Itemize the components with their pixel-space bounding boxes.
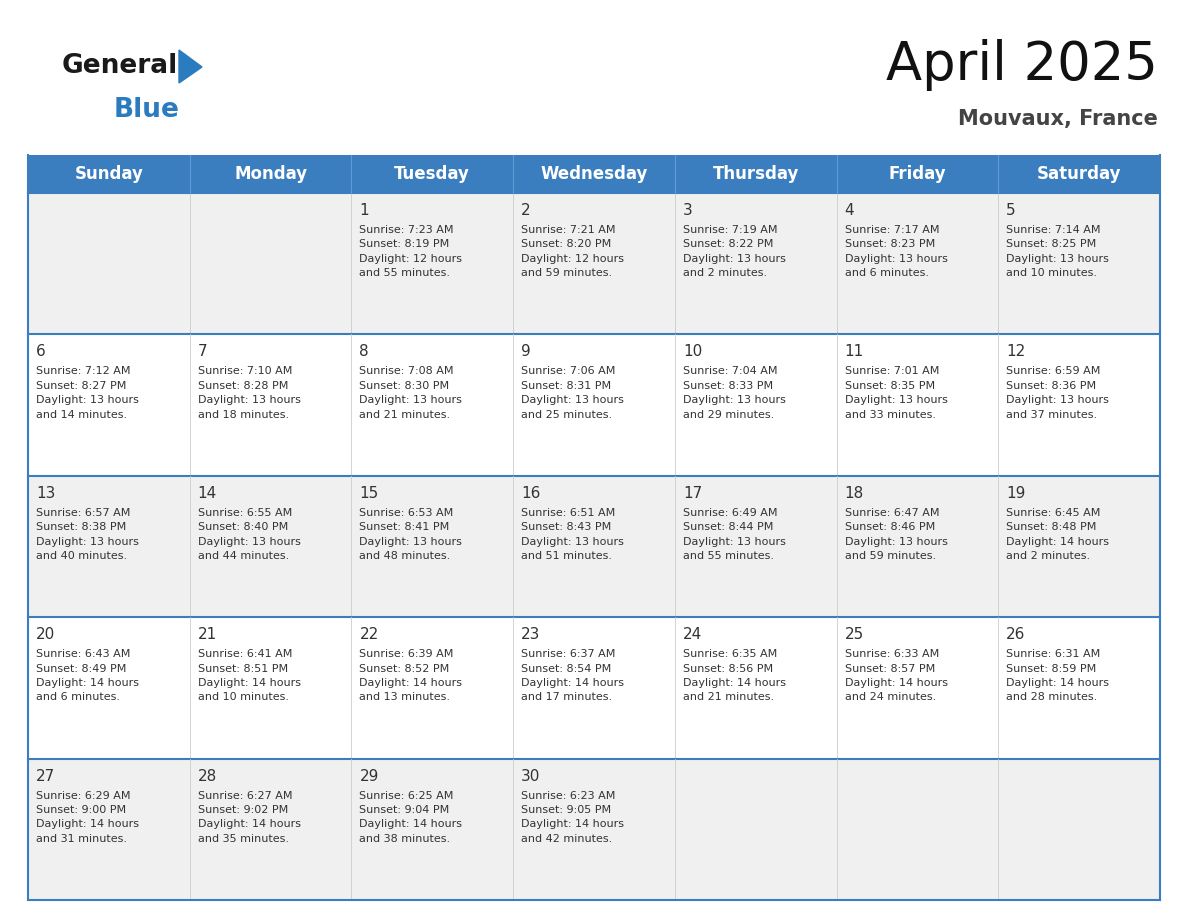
Text: 18: 18 [845,486,864,501]
Text: Sunrise: 6:57 AM
Sunset: 8:38 PM
Daylight: 13 hours
and 40 minutes.: Sunrise: 6:57 AM Sunset: 8:38 PM Dayligh… [36,508,139,561]
Text: 20: 20 [36,627,56,643]
Text: 13: 13 [36,486,56,501]
Text: Sunrise: 6:33 AM
Sunset: 8:57 PM
Daylight: 14 hours
and 24 minutes.: Sunrise: 6:33 AM Sunset: 8:57 PM Dayligh… [845,649,948,702]
Bar [29,617,1159,758]
Bar [513,155,675,193]
Text: 15: 15 [360,486,379,501]
Text: 27: 27 [36,768,56,784]
Bar [29,193,1159,334]
Text: Sunrise: 6:29 AM
Sunset: 9:00 PM
Daylight: 14 hours
and 31 minutes.: Sunrise: 6:29 AM Sunset: 9:00 PM Dayligh… [36,790,139,844]
Text: 11: 11 [845,344,864,360]
Text: 7: 7 [197,344,208,360]
Text: Sunrise: 6:27 AM
Sunset: 9:02 PM
Daylight: 14 hours
and 35 minutes.: Sunrise: 6:27 AM Sunset: 9:02 PM Dayligh… [197,790,301,844]
Text: Sunrise: 6:35 AM
Sunset: 8:56 PM
Daylight: 14 hours
and 21 minutes.: Sunrise: 6:35 AM Sunset: 8:56 PM Dayligh… [683,649,785,702]
Text: 8: 8 [360,344,369,360]
Text: 14: 14 [197,486,217,501]
Bar [29,334,1159,476]
Text: Sunrise: 7:23 AM
Sunset: 8:19 PM
Daylight: 12 hours
and 55 minutes.: Sunrise: 7:23 AM Sunset: 8:19 PM Dayligh… [360,225,462,278]
Bar [29,476,1159,617]
Bar [675,155,836,193]
Text: Sunrise: 7:10 AM
Sunset: 8:28 PM
Daylight: 13 hours
and 18 minutes.: Sunrise: 7:10 AM Sunset: 8:28 PM Dayligh… [197,366,301,420]
Text: Wednesday: Wednesday [541,165,647,183]
Text: 28: 28 [197,768,217,784]
Text: 16: 16 [522,486,541,501]
Text: Sunrise: 7:19 AM
Sunset: 8:22 PM
Daylight: 13 hours
and 2 minutes.: Sunrise: 7:19 AM Sunset: 8:22 PM Dayligh… [683,225,785,278]
Text: Monday: Monday [234,165,308,183]
Text: Sunrise: 6:55 AM
Sunset: 8:40 PM
Daylight: 13 hours
and 44 minutes.: Sunrise: 6:55 AM Sunset: 8:40 PM Dayligh… [197,508,301,561]
Text: Sunrise: 6:37 AM
Sunset: 8:54 PM
Daylight: 14 hours
and 17 minutes.: Sunrise: 6:37 AM Sunset: 8:54 PM Dayligh… [522,649,624,702]
Text: Friday: Friday [889,165,946,183]
Text: 2: 2 [522,203,531,218]
Text: Sunrise: 6:41 AM
Sunset: 8:51 PM
Daylight: 14 hours
and 10 minutes.: Sunrise: 6:41 AM Sunset: 8:51 PM Dayligh… [197,649,301,702]
Text: 29: 29 [360,768,379,784]
Text: Sunrise: 7:21 AM
Sunset: 8:20 PM
Daylight: 12 hours
and 59 minutes.: Sunrise: 7:21 AM Sunset: 8:20 PM Dayligh… [522,225,624,278]
Text: 5: 5 [1006,203,1016,218]
Text: Tuesday: Tuesday [394,165,470,183]
Text: 21: 21 [197,627,217,643]
Text: April 2025: April 2025 [886,39,1158,91]
Text: Sunrise: 6:53 AM
Sunset: 8:41 PM
Daylight: 13 hours
and 48 minutes.: Sunrise: 6:53 AM Sunset: 8:41 PM Dayligh… [360,508,462,561]
Text: 26: 26 [1006,627,1025,643]
Text: Sunrise: 7:04 AM
Sunset: 8:33 PM
Daylight: 13 hours
and 29 minutes.: Sunrise: 7:04 AM Sunset: 8:33 PM Dayligh… [683,366,785,420]
Bar [29,155,190,193]
Text: Sunrise: 7:08 AM
Sunset: 8:30 PM
Daylight: 13 hours
and 21 minutes.: Sunrise: 7:08 AM Sunset: 8:30 PM Dayligh… [360,366,462,420]
Polygon shape [179,50,202,83]
Text: Sunrise: 6:31 AM
Sunset: 8:59 PM
Daylight: 14 hours
and 28 minutes.: Sunrise: 6:31 AM Sunset: 8:59 PM Dayligh… [1006,649,1110,702]
Text: 12: 12 [1006,344,1025,360]
Text: Sunrise: 7:01 AM
Sunset: 8:35 PM
Daylight: 13 hours
and 33 minutes.: Sunrise: 7:01 AM Sunset: 8:35 PM Dayligh… [845,366,948,420]
Text: Sunrise: 6:59 AM
Sunset: 8:36 PM
Daylight: 13 hours
and 37 minutes.: Sunrise: 6:59 AM Sunset: 8:36 PM Dayligh… [1006,366,1110,420]
Text: 19: 19 [1006,486,1025,501]
Bar [998,155,1159,193]
Text: Thursday: Thursday [713,165,798,183]
Text: General: General [62,53,178,79]
Text: Sunrise: 6:43 AM
Sunset: 8:49 PM
Daylight: 14 hours
and 6 minutes.: Sunrise: 6:43 AM Sunset: 8:49 PM Dayligh… [36,649,139,702]
Text: 23: 23 [522,627,541,643]
Text: Mouvaux, France: Mouvaux, France [959,109,1158,129]
Text: Sunday: Sunday [75,165,144,183]
Text: Blue: Blue [114,97,179,123]
Text: 10: 10 [683,344,702,360]
Text: Sunrise: 6:23 AM
Sunset: 9:05 PM
Daylight: 14 hours
and 42 minutes.: Sunrise: 6:23 AM Sunset: 9:05 PM Dayligh… [522,790,624,844]
Text: 24: 24 [683,627,702,643]
Text: 25: 25 [845,627,864,643]
Bar [190,155,352,193]
Text: Sunrise: 6:51 AM
Sunset: 8:43 PM
Daylight: 13 hours
and 51 minutes.: Sunrise: 6:51 AM Sunset: 8:43 PM Dayligh… [522,508,624,561]
Text: Sunrise: 6:39 AM
Sunset: 8:52 PM
Daylight: 14 hours
and 13 minutes.: Sunrise: 6:39 AM Sunset: 8:52 PM Dayligh… [360,649,462,702]
Text: 3: 3 [683,203,693,218]
Text: Sunrise: 6:45 AM
Sunset: 8:48 PM
Daylight: 14 hours
and 2 minutes.: Sunrise: 6:45 AM Sunset: 8:48 PM Dayligh… [1006,508,1110,561]
Text: Sunrise: 7:17 AM
Sunset: 8:23 PM
Daylight: 13 hours
and 6 minutes.: Sunrise: 7:17 AM Sunset: 8:23 PM Dayligh… [845,225,948,278]
Bar [352,155,513,193]
Bar [836,155,998,193]
Text: 30: 30 [522,768,541,784]
Bar [29,758,1159,900]
Text: Sunrise: 7:12 AM
Sunset: 8:27 PM
Daylight: 13 hours
and 14 minutes.: Sunrise: 7:12 AM Sunset: 8:27 PM Dayligh… [36,366,139,420]
Text: Sunrise: 6:49 AM
Sunset: 8:44 PM
Daylight: 13 hours
and 55 minutes.: Sunrise: 6:49 AM Sunset: 8:44 PM Dayligh… [683,508,785,561]
Text: 17: 17 [683,486,702,501]
Text: 6: 6 [36,344,46,360]
Text: Sunrise: 7:06 AM
Sunset: 8:31 PM
Daylight: 13 hours
and 25 minutes.: Sunrise: 7:06 AM Sunset: 8:31 PM Dayligh… [522,366,624,420]
Text: Saturday: Saturday [1037,165,1121,183]
Text: Sunrise: 6:47 AM
Sunset: 8:46 PM
Daylight: 13 hours
and 59 minutes.: Sunrise: 6:47 AM Sunset: 8:46 PM Dayligh… [845,508,948,561]
Text: 4: 4 [845,203,854,218]
Text: Sunrise: 7:14 AM
Sunset: 8:25 PM
Daylight: 13 hours
and 10 minutes.: Sunrise: 7:14 AM Sunset: 8:25 PM Dayligh… [1006,225,1110,278]
Text: 1: 1 [360,203,369,218]
Text: Sunrise: 6:25 AM
Sunset: 9:04 PM
Daylight: 14 hours
and 38 minutes.: Sunrise: 6:25 AM Sunset: 9:04 PM Dayligh… [360,790,462,844]
Text: 9: 9 [522,344,531,360]
Text: 22: 22 [360,627,379,643]
